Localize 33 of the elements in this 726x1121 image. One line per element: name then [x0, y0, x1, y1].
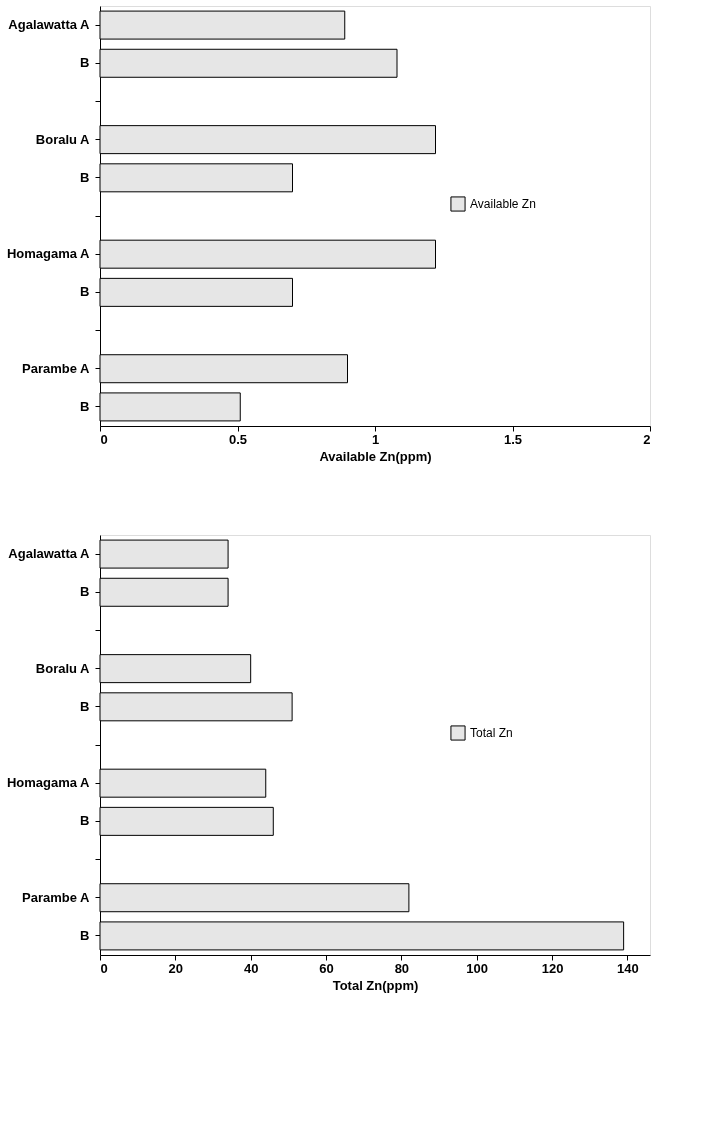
y-tick-label: Homagama A — [6, 246, 91, 262]
y-tick-label: B — [80, 284, 90, 300]
x-tick-label: 140 — [617, 960, 639, 976]
y-tick-label: Boralu A — [35, 660, 91, 676]
x-tick-label: 60 — [319, 960, 334, 976]
x-tick-label: 20 — [168, 960, 184, 976]
x-axis-title: Total Zn(ppm) — [332, 977, 419, 993]
legend-label: Available Zn — [470, 197, 536, 211]
x-axis-title: Available Zn(ppm) — [319, 448, 432, 464]
x-tick-label: 80 — [394, 960, 410, 976]
legend-label: Total Zn — [470, 726, 513, 740]
x-tick-label: 2 — [643, 431, 651, 447]
x-tick-label: 0 — [100, 960, 108, 976]
x-tick-label: 40 — [243, 960, 259, 976]
y-tick-label: B — [80, 698, 90, 714]
x-tick-label: 1 — [371, 431, 380, 447]
y-tick-label: Agalawatta A — [8, 546, 91, 562]
y-tick-label: Parambe A — [22, 889, 91, 905]
x-tick-label: 0.5 — [228, 431, 248, 447]
y-tick-label: B — [80, 169, 90, 185]
x-tick-label: 120 — [541, 960, 564, 976]
y-tick-label: B — [80, 398, 90, 414]
y-tick-label: B — [80, 584, 90, 600]
y-tick-label: Agalawatta A — [8, 17, 91, 33]
y-tick-label: Homagama A — [6, 775, 91, 791]
y-tick-label: B — [80, 55, 90, 71]
y-tick-label: Parambe A — [22, 360, 91, 376]
x-tick-label: 1.5 — [503, 431, 523, 447]
x-tick-label: 100 — [466, 960, 489, 976]
x-tick-label: 0 — [100, 431, 108, 447]
y-tick-label: B — [80, 927, 90, 943]
y-tick-label: Boralu A — [35, 131, 91, 147]
y-tick-label: B — [80, 813, 90, 829]
